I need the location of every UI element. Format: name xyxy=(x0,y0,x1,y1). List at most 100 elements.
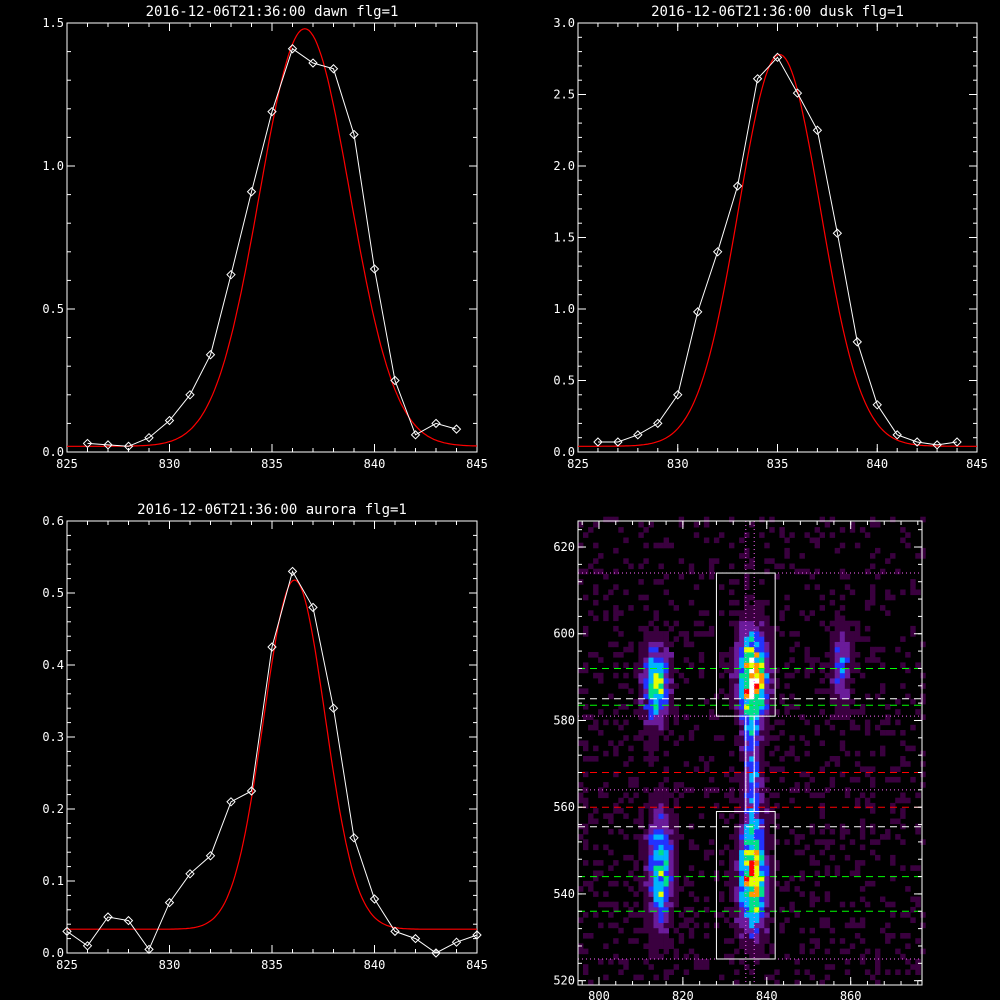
heatmap-cell xyxy=(920,771,926,778)
heatmap-cell xyxy=(643,558,649,564)
heatmap-cell xyxy=(668,652,674,658)
heatmap-cell xyxy=(829,641,836,648)
data-point xyxy=(82,941,93,951)
heatmap-cell xyxy=(739,704,745,710)
x-tick-label: 845 xyxy=(466,457,488,471)
heatmap-cell xyxy=(864,948,871,955)
heatmap-cell xyxy=(653,828,659,835)
heatmap-cell xyxy=(739,693,745,700)
heatmap-cell xyxy=(719,849,725,856)
heatmap-cell xyxy=(734,860,740,866)
heatmap-cell xyxy=(608,693,614,700)
heatmap-cell xyxy=(683,678,690,684)
heatmap-cell xyxy=(633,891,639,897)
heatmap-cell xyxy=(663,865,669,871)
heatmap-cell xyxy=(824,922,831,929)
heatmap-cell xyxy=(729,542,735,549)
heatmap-cell xyxy=(708,631,715,637)
heatmap-cell xyxy=(724,771,730,778)
heatmap-cell xyxy=(739,912,745,918)
heatmap-cell xyxy=(653,542,659,549)
heatmap-cell xyxy=(668,662,674,668)
data-point xyxy=(369,894,380,904)
heatmap-cell xyxy=(920,782,926,788)
heatmap-cell xyxy=(759,605,765,611)
heatmap-cell xyxy=(895,719,901,726)
heatmap-cell xyxy=(814,730,820,736)
heatmap-cell xyxy=(900,933,906,939)
heatmap-cell xyxy=(870,839,876,845)
heatmap-cell xyxy=(693,953,700,960)
heatmap-cell xyxy=(648,740,654,746)
heatmap-cell xyxy=(895,776,901,783)
heatmap-cell xyxy=(749,917,755,923)
heatmap-cell xyxy=(880,662,886,668)
heatmap-cell xyxy=(638,813,644,819)
heatmap-cell xyxy=(804,782,810,788)
heatmap-cell xyxy=(789,828,795,835)
heatmap-cell xyxy=(703,854,710,861)
heatmap-cell xyxy=(678,672,685,679)
heatmap-cell xyxy=(844,787,851,793)
heatmap-cell xyxy=(864,724,871,731)
heatmap-cell xyxy=(598,922,604,929)
heatmap-cell xyxy=(608,813,614,819)
heatmap-cell xyxy=(905,969,911,975)
heatmap-cell xyxy=(729,959,735,965)
heatmap-cell xyxy=(870,589,876,596)
heatmap-cell xyxy=(648,839,654,845)
heatmap-cell xyxy=(799,870,805,877)
heatmap-cell xyxy=(744,761,750,767)
heatmap-cell xyxy=(683,880,690,887)
data-point xyxy=(62,926,72,937)
heatmap-cell xyxy=(734,693,740,700)
heatmap-cell xyxy=(759,714,765,720)
heatmap-cell xyxy=(864,532,871,538)
heatmap-cell xyxy=(754,922,760,929)
heatmap-cell xyxy=(854,625,861,632)
heatmap-cell xyxy=(668,709,674,715)
heatmap-cell xyxy=(744,813,750,819)
heatmap-cell xyxy=(764,657,770,663)
heatmap-cell xyxy=(719,735,725,741)
y-tick-label: 1.0 xyxy=(553,302,575,316)
heatmap-cell xyxy=(754,615,760,622)
heatmap-cell xyxy=(749,766,755,772)
heatmap-cell xyxy=(809,896,815,903)
heatmap-cell xyxy=(764,672,770,679)
heatmap-cell xyxy=(698,657,705,663)
heatmap-cell xyxy=(839,631,846,637)
heatmap-cell xyxy=(900,761,906,767)
heatmap-cell xyxy=(819,688,825,694)
heatmap-cell xyxy=(643,943,649,949)
heatmap-cell xyxy=(653,683,659,689)
heatmap-cell xyxy=(703,792,710,799)
heatmap-cell xyxy=(734,599,740,606)
heatmap-cell xyxy=(744,672,750,679)
heatmap-cell xyxy=(824,719,831,726)
heatmap-cell xyxy=(643,875,649,882)
heatmap-cell xyxy=(623,662,629,668)
heatmap-cell xyxy=(618,808,624,814)
heatmap-cell xyxy=(849,922,856,929)
heatmap-cell xyxy=(744,849,750,856)
heatmap-cell xyxy=(729,787,735,793)
heatmap-cell xyxy=(673,714,679,720)
heatmap-cell xyxy=(663,667,669,674)
heatmap-cell xyxy=(829,724,836,731)
heatmap-cell xyxy=(764,896,770,903)
heatmap-cell xyxy=(829,927,836,934)
heatmap-cell xyxy=(744,922,750,929)
heatmap-cell xyxy=(583,964,589,970)
heatmap-cell xyxy=(734,704,740,710)
heatmap-cell xyxy=(663,808,669,814)
heatmap-cell xyxy=(754,813,760,819)
heatmap-cell xyxy=(754,678,760,684)
heatmap-cell xyxy=(890,802,896,809)
heatmap-cell xyxy=(648,672,654,679)
heatmap-cell xyxy=(910,964,916,970)
heatmap-cell xyxy=(668,844,674,851)
heatmap-cell xyxy=(829,688,836,694)
data-point xyxy=(82,438,93,449)
heatmap-cell xyxy=(875,547,881,554)
